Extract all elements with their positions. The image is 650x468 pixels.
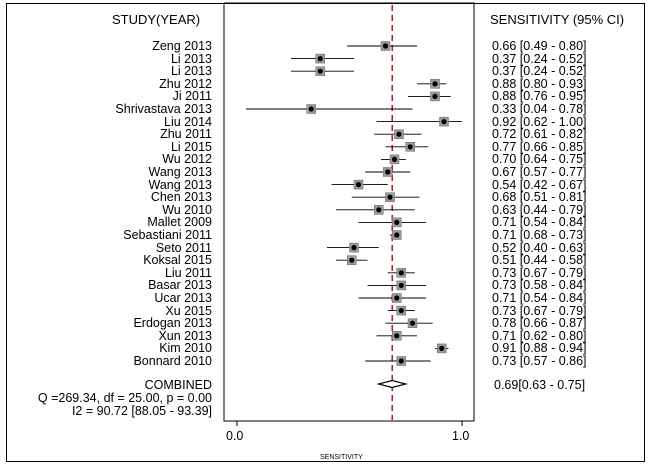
ci-value-20: 0.71 [0.54 - 0.84] [492, 291, 587, 305]
point-estimate-23 [394, 333, 400, 339]
ci-value-17: 0.51 [0.44 - 0.58] [492, 253, 587, 268]
point-estimate-8 [407, 144, 413, 150]
ci-value-24: 0.91 [0.88 - 0.94] [492, 341, 587, 356]
point-estimate-1 [317, 56, 323, 62]
heterogeneity-q: Q =269.34, df = 25.00, p = 0.00 [37, 391, 212, 405]
point-estimate-0 [382, 43, 389, 49]
ci-value-3: 0.88 [0.80 - 0.93] [492, 76, 587, 91]
ci-value-22: 0.78 [0.66 - 0.87] [492, 316, 587, 331]
ci-value-2: 0.37 [0.24 - 0.52] [492, 64, 587, 79]
x-tick-label-1: 1.0 [452, 429, 470, 443]
point-estimate-15 [394, 232, 400, 238]
study-label-4: Ji 2011 [172, 89, 212, 104]
ci-value-23: 0.71 [0.62 - 0.80] [492, 328, 587, 343]
point-estimate-13 [376, 207, 382, 213]
ci-value-1: 0.37 [0.24 - 0.52] [492, 51, 587, 66]
study-label-16: Seto 2011 [155, 240, 212, 255]
study-label-2: Li 2013 [170, 64, 212, 79]
study-label-1: Li 2013 [170, 51, 212, 66]
combined-ci-value: 0.69[0.63 - 0.75] [494, 378, 586, 392]
combined-diamond [376, 379, 409, 389]
study-label-9: Wu 2012 [162, 152, 212, 167]
study-label-22: Erdogan 2013 [133, 316, 212, 331]
ci-value-14: 0.71 [0.54 - 0.84] [492, 215, 587, 230]
point-estimate-4 [432, 93, 438, 99]
study-label-13: Wu 2010 [162, 202, 212, 217]
x-tick-label-0: 0.0 [226, 429, 244, 443]
point-estimate-22 [409, 320, 416, 326]
ci-value-19: 0.73 [0.58 - 0.84] [492, 278, 587, 293]
ci-value-4: 0.88 [0.76 - 0.95] [492, 89, 587, 104]
point-estimate-11 [355, 182, 362, 188]
point-estimate-20 [394, 295, 400, 301]
study-label-6: Liu 2014 [164, 114, 212, 129]
point-estimate-9 [391, 156, 398, 162]
study-label-3: Zhu 2012 [159, 76, 212, 91]
ci-value-9: 0.70 [0.64 - 0.75] [492, 152, 587, 167]
study-label-24: Kim 2010 [159, 341, 212, 356]
point-estimate-16 [351, 245, 357, 251]
ci-value-13: 0.63 [0.44 - 0.79] [492, 202, 587, 217]
study-label-25: Bonnard 2010 [133, 354, 212, 368]
ci-value-6: 0.92 [0.62 - 1.00] [492, 114, 587, 129]
ci-value-18: 0.73 [0.67 - 0.79] [492, 265, 587, 280]
ci-value-8: 0.77 [0.66 - 0.85] [492, 139, 587, 154]
ci-value-16: 0.52 [0.40 - 0.63] [492, 240, 587, 255]
point-estimate-3 [432, 81, 438, 87]
study-label-0: Zeng 2013 [152, 39, 212, 53]
study-label-5: Shrivastava 2013 [115, 102, 212, 116]
point-estimate-2 [317, 68, 323, 74]
study-label-19: Basar 2013 [148, 278, 212, 293]
point-estimate-17 [349, 257, 355, 263]
study-label-21: Xu 2015 [165, 303, 212, 318]
study-label-10: Wang 2013 [148, 165, 212, 179]
study-label-23: Xun 2013 [158, 328, 212, 343]
study-label-7: Zhu 2011 [160, 127, 212, 142]
point-estimate-24 [439, 345, 445, 351]
point-estimate-14 [394, 219, 400, 225]
ci-value-25: 0.73 [0.57 - 0.86] [492, 354, 587, 368]
point-estimate-18 [398, 270, 404, 276]
ci-value-12: 0.68 [0.51 - 0.81] [492, 190, 587, 205]
study-label-17: Koksal 2015 [143, 253, 212, 268]
point-estimate-5 [308, 106, 314, 112]
plot-panel-border [223, 2, 475, 422]
study-label-18: Liu 2011 [164, 265, 212, 280]
ci-value-11: 0.54 [0.42 - 0.67] [492, 177, 587, 192]
ci-value-5: 0.33 [0.04 - 0.78] [492, 102, 587, 116]
point-estimate-21 [398, 308, 404, 314]
ci-value-15: 0.71 [0.68 - 0.73] [492, 228, 587, 242]
point-estimate-12 [387, 194, 393, 200]
heterogeneity-i2: I2 = 90.72 [88.05 - 93.39] [71, 404, 212, 418]
point-estimate-10 [385, 169, 391, 175]
ci-value-0: 0.66 [0.49 - 0.80] [492, 39, 587, 53]
study-label-11: Wang 2013 [148, 177, 212, 192]
point-estimate-7 [396, 131, 402, 137]
point-estimate-25 [398, 358, 404, 364]
study-column-header: STUDY(YEAR) [112, 12, 201, 27]
ci-value-7: 0.72 [0.61 - 0.82] [492, 127, 587, 142]
sensitivity-column-header: SENSITIVITY (95% CI) [490, 12, 625, 27]
combined-label: COMBINED [144, 378, 212, 392]
point-estimate-19 [398, 282, 404, 288]
x-axis-label: SENSITIVITY [320, 454, 363, 461]
study-label-15: Sebastiani 2011 [123, 228, 212, 242]
ci-value-10: 0.67 [0.57 - 0.77] [492, 165, 587, 179]
study-label-20: Ucar 2013 [154, 291, 212, 305]
study-label-8: Li 2015 [170, 139, 212, 154]
ci-value-21: 0.73 [0.67 - 0.79] [492, 303, 587, 318]
point-estimate-6 [441, 119, 447, 125]
study-label-14: Mallet 2009 [147, 215, 212, 230]
study-label-12: Chen 2013 [150, 190, 212, 205]
